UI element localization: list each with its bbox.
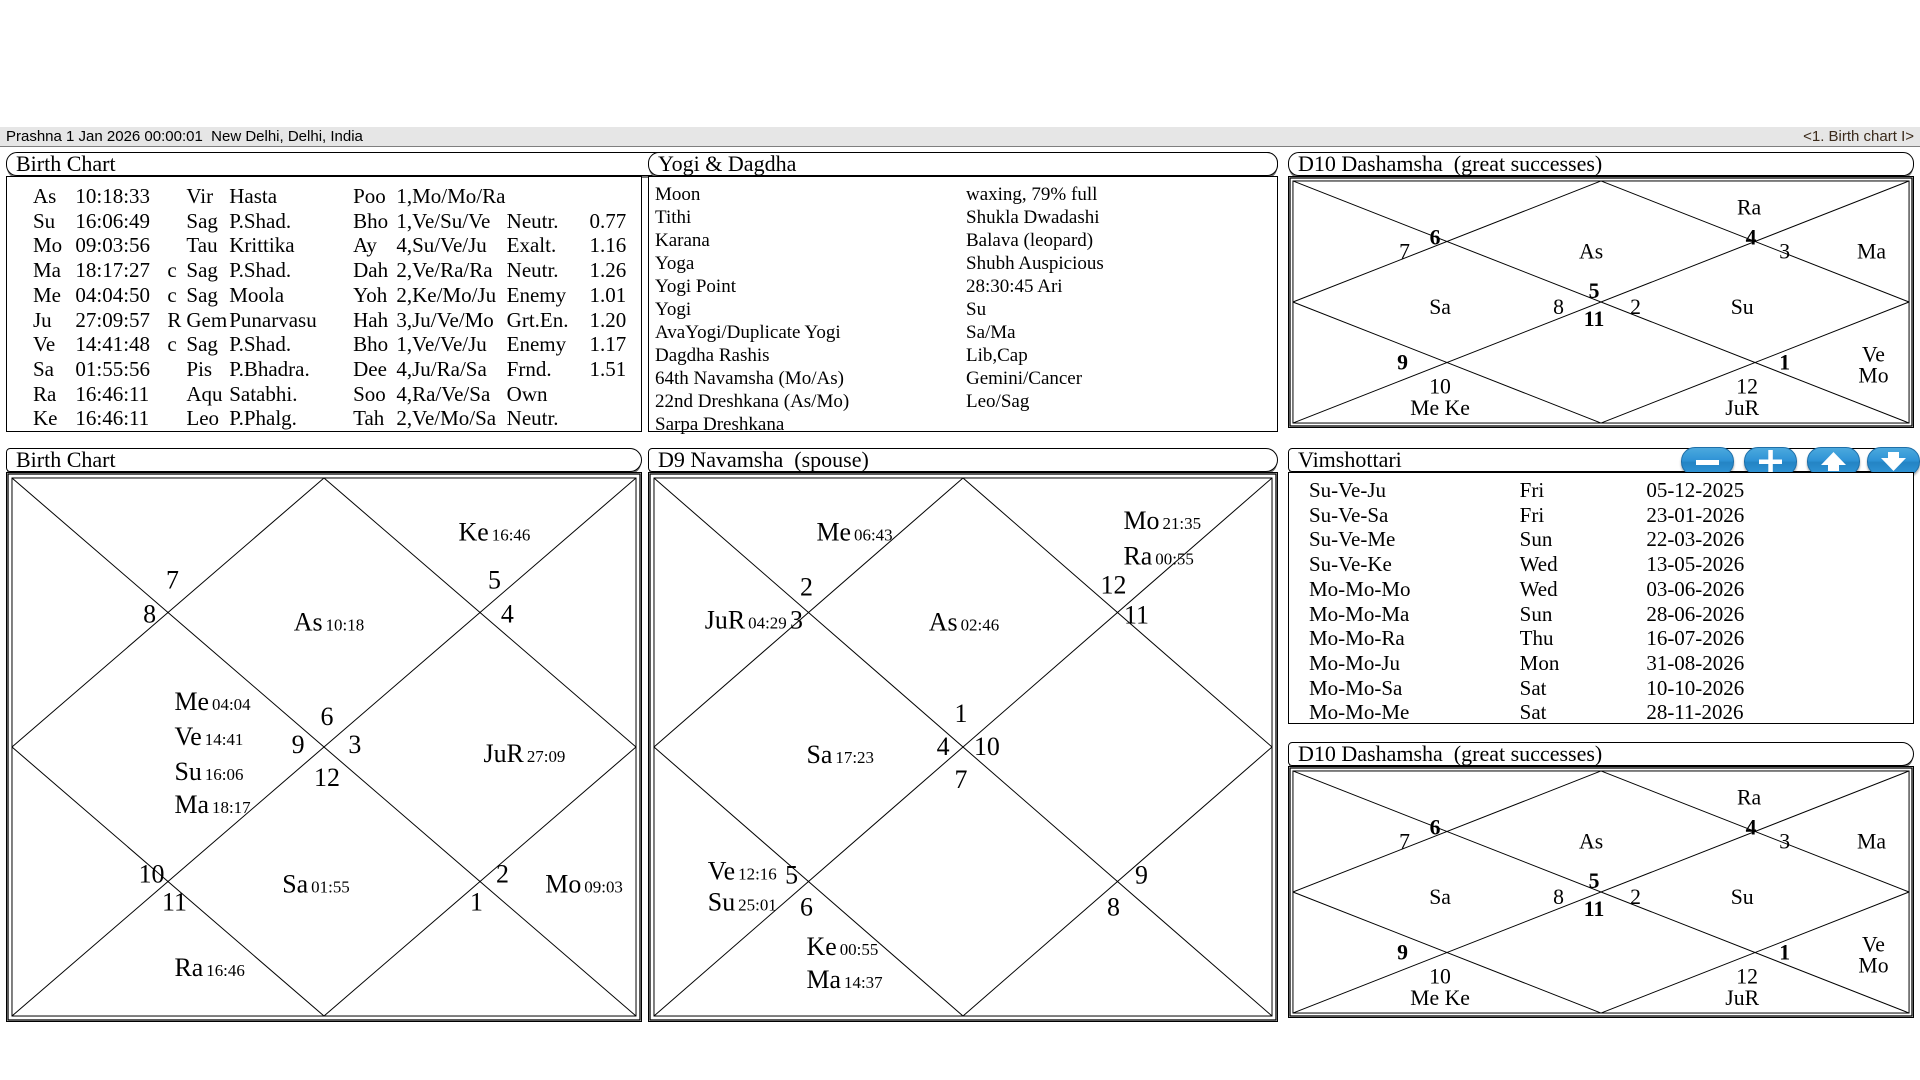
svg-text:6: 6: [321, 702, 334, 731]
svg-text:Su: Su: [1731, 885, 1754, 909]
svg-text:6: 6: [800, 892, 813, 921]
svg-text:9: 9: [1397, 350, 1408, 374]
svg-text:12: 12: [314, 763, 340, 792]
svg-text:Ra: Ra: [1737, 786, 1761, 810]
svg-text:5: 5: [488, 566, 501, 595]
svg-text:1: 1: [470, 887, 483, 916]
svg-text:Me Ke: Me Ke: [1410, 986, 1470, 1010]
svg-text:10: 10: [139, 860, 165, 889]
svg-text:Sa: Sa: [1429, 295, 1451, 319]
svg-text:Ra: Ra: [1737, 196, 1761, 220]
svg-text:7: 7: [1399, 239, 1410, 263]
svg-text:2: 2: [496, 860, 509, 889]
svg-text:11: 11: [1584, 307, 1605, 331]
svg-text:7: 7: [166, 566, 179, 595]
svg-text:12: 12: [1101, 571, 1127, 600]
svg-text:11: 11: [162, 887, 187, 916]
svg-text:4: 4: [1746, 815, 1757, 839]
svg-text:Mo: Mo: [1858, 363, 1888, 387]
svg-text:2: 2: [1630, 885, 1641, 909]
svg-text:11: 11: [1584, 897, 1605, 921]
svg-text:As: As: [1579, 239, 1603, 263]
svg-text:1: 1: [1779, 350, 1790, 374]
svg-text:JuR: JuR: [1725, 396, 1759, 420]
svg-text:Ma: Ma: [1857, 829, 1886, 853]
svg-text:10: 10: [1429, 964, 1451, 988]
svg-text:8: 8: [143, 599, 156, 628]
svg-text:Sa: Sa: [1429, 885, 1451, 909]
svg-text:7: 7: [955, 765, 968, 794]
svg-text:12: 12: [1736, 374, 1758, 398]
svg-text:1: 1: [955, 699, 968, 728]
svg-text:10: 10: [974, 732, 1000, 761]
svg-text:6: 6: [1430, 815, 1441, 839]
svg-text:2: 2: [800, 573, 813, 602]
svg-text:1: 1: [1779, 940, 1790, 964]
svg-text:4: 4: [937, 732, 950, 761]
svg-text:9: 9: [1397, 940, 1408, 964]
svg-text:5: 5: [1589, 869, 1600, 893]
svg-text:8: 8: [1553, 295, 1564, 319]
svg-text:11: 11: [1124, 600, 1149, 629]
svg-text:6: 6: [1430, 225, 1441, 249]
svg-text:8: 8: [1107, 892, 1120, 921]
svg-text:12: 12: [1736, 964, 1758, 988]
svg-text:9: 9: [1135, 861, 1148, 890]
svg-text:4: 4: [501, 599, 514, 628]
svg-text:Su: Su: [1731, 295, 1754, 319]
svg-text:5: 5: [1589, 279, 1600, 303]
svg-text:9: 9: [292, 730, 305, 759]
svg-text:4: 4: [1746, 225, 1757, 249]
svg-text:3: 3: [1779, 829, 1790, 853]
svg-text:As: As: [1579, 829, 1603, 853]
svg-text:3: 3: [790, 605, 803, 634]
svg-text:3: 3: [348, 730, 361, 759]
svg-text:5: 5: [785, 861, 798, 890]
svg-text:2: 2: [1630, 295, 1641, 319]
svg-text:JuR: JuR: [1725, 986, 1759, 1010]
svg-text:10: 10: [1429, 374, 1451, 398]
svg-text:3: 3: [1779, 239, 1790, 263]
svg-text:8: 8: [1553, 885, 1564, 909]
svg-text:7: 7: [1399, 829, 1410, 853]
svg-text:Mo: Mo: [1858, 953, 1888, 977]
svg-text:Ma: Ma: [1857, 239, 1886, 263]
svg-text:Me Ke: Me Ke: [1410, 396, 1470, 420]
